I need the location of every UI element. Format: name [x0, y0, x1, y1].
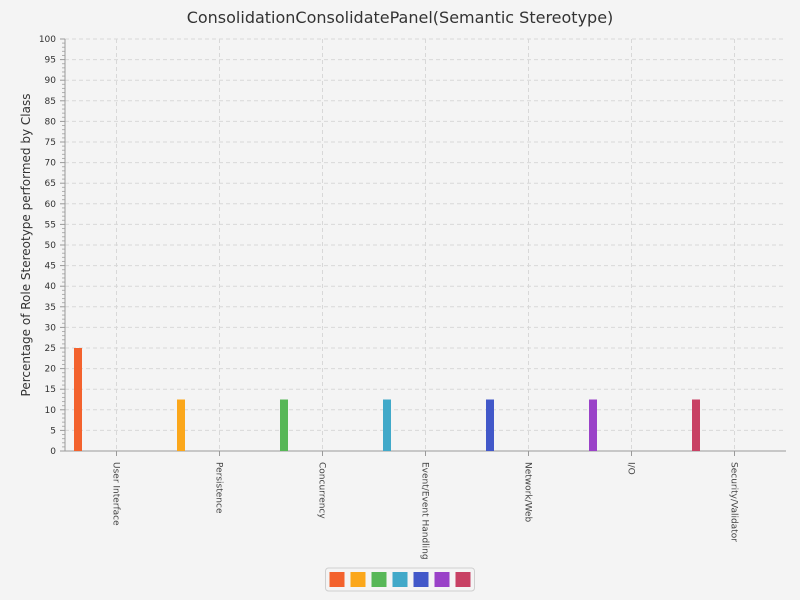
x-tick-label: Concurrency	[317, 462, 327, 519]
legend-swatch[interactable]	[455, 572, 471, 587]
chart-title: ConsolidationConsolidatePanel(Semantic S…	[187, 8, 614, 27]
legend-swatch[interactable]	[329, 572, 345, 587]
y-tick-label: 45	[45, 262, 56, 272]
y-tick-label: 50	[45, 241, 57, 251]
legend[interactable]	[325, 567, 475, 592]
y-tick-label: 75	[45, 138, 56, 148]
x-tick-label: Network/Web	[523, 462, 533, 523]
y-axis-title: Percentage of Role Stereotype performed …	[19, 94, 33, 397]
bar[interactable]	[383, 399, 391, 452]
y-tick-label: 70	[45, 159, 57, 169]
bar[interactable]	[177, 399, 185, 452]
x-tick-label: User Interface	[111, 462, 121, 526]
y-tick-label: 100	[39, 35, 56, 45]
y-tick-label: 60	[45, 200, 57, 210]
y-tick-label: 15	[45, 385, 56, 395]
y-tick-label: 85	[45, 97, 56, 107]
y-axis: 0 5 10 15 20 25 30 35 40 45 50 55 60 65 70 75 80 85 90 95 10…	[39, 35, 66, 457]
y-tick-label: 55	[45, 220, 56, 230]
x-tick-label: Event/Event Handling	[420, 462, 430, 560]
legend-swatch[interactable]	[350, 572, 366, 587]
x-tick-label: Persistence	[214, 462, 224, 514]
legend-swatch[interactable]	[413, 572, 429, 587]
x-tick-label: Security/Validator	[729, 462, 739, 542]
y-tick-label: 80	[45, 117, 57, 127]
y-tick-label: 25	[45, 344, 56, 354]
legend-swatch[interactable]	[392, 572, 408, 587]
legend-swatch[interactable]	[371, 572, 387, 587]
y-tick-label: 20	[45, 365, 57, 375]
bar[interactable]	[280, 399, 288, 452]
y-tick-label: 10	[45, 406, 57, 416]
bar[interactable]	[589, 399, 597, 452]
y-tick-label: 65	[45, 179, 56, 189]
x-tick-label: I/O	[626, 462, 636, 475]
bars	[74, 348, 700, 451]
y-tick-label: 95	[45, 56, 56, 66]
y-tick-label: 40	[45, 282, 57, 292]
bar[interactable]	[486, 399, 494, 452]
y-tick-label: 35	[45, 303, 56, 313]
y-tick-label: 5	[50, 426, 56, 436]
bar[interactable]	[692, 399, 700, 452]
y-tick-label: 30	[45, 323, 57, 333]
legend-swatch[interactable]	[434, 572, 450, 587]
grid	[65, 38, 786, 451]
y-tick-label: 90	[45, 76, 57, 86]
y-tick-label: 0	[50, 447, 56, 457]
x-axis: User Interface Persistence Concurrency Even…	[65, 450, 786, 560]
bar[interactable]	[74, 348, 82, 451]
